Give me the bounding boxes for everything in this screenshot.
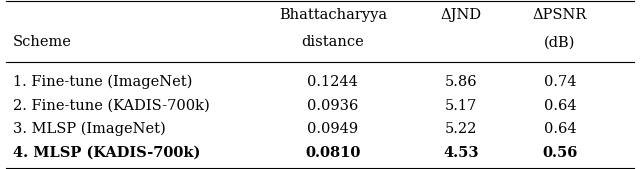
- Text: Scheme: Scheme: [13, 35, 72, 49]
- Text: 0.1244: 0.1244: [307, 75, 358, 89]
- Text: 0.0936: 0.0936: [307, 99, 358, 113]
- Text: 5.22: 5.22: [445, 122, 477, 136]
- Text: 3. MLSP (ImageNet): 3. MLSP (ImageNet): [13, 122, 166, 137]
- Text: 2. Fine-tune (KADIS-700k): 2. Fine-tune (KADIS-700k): [13, 99, 209, 113]
- Text: Bhattacharyya: Bhattacharyya: [279, 8, 387, 22]
- Text: 0.56: 0.56: [542, 146, 578, 160]
- Text: 4.53: 4.53: [443, 146, 479, 160]
- Text: 5.17: 5.17: [445, 99, 477, 113]
- Text: 0.0949: 0.0949: [307, 122, 358, 136]
- Text: (dB): (dB): [544, 35, 576, 49]
- Text: 4. MLSP (KADIS-700k): 4. MLSP (KADIS-700k): [13, 146, 200, 160]
- Text: ΔJND: ΔJND: [440, 8, 481, 22]
- Text: distance: distance: [301, 35, 364, 49]
- Text: 0.64: 0.64: [544, 122, 576, 136]
- Text: 0.0810: 0.0810: [305, 146, 360, 160]
- Text: 0.74: 0.74: [544, 75, 576, 89]
- Text: 5.86: 5.86: [445, 75, 477, 89]
- Text: 0.64: 0.64: [544, 99, 576, 113]
- Text: 1. Fine-tune (ImageNet): 1. Fine-tune (ImageNet): [13, 75, 192, 89]
- Text: ΔPSNR: ΔPSNR: [533, 8, 587, 22]
